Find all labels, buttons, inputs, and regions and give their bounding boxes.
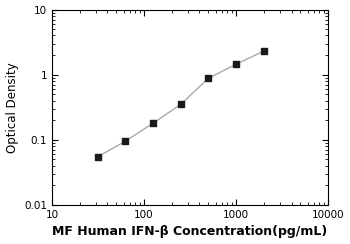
X-axis label: MF Human IFN-β Concentration(pg/mL): MF Human IFN-β Concentration(pg/mL) [52,225,328,238]
Y-axis label: Optical Density: Optical Density [6,62,19,153]
Point [205,76,211,80]
Point [95,155,100,159]
Point [233,62,239,66]
Point [261,49,267,53]
Point [178,102,183,106]
Point [150,121,156,125]
Point [122,139,128,143]
